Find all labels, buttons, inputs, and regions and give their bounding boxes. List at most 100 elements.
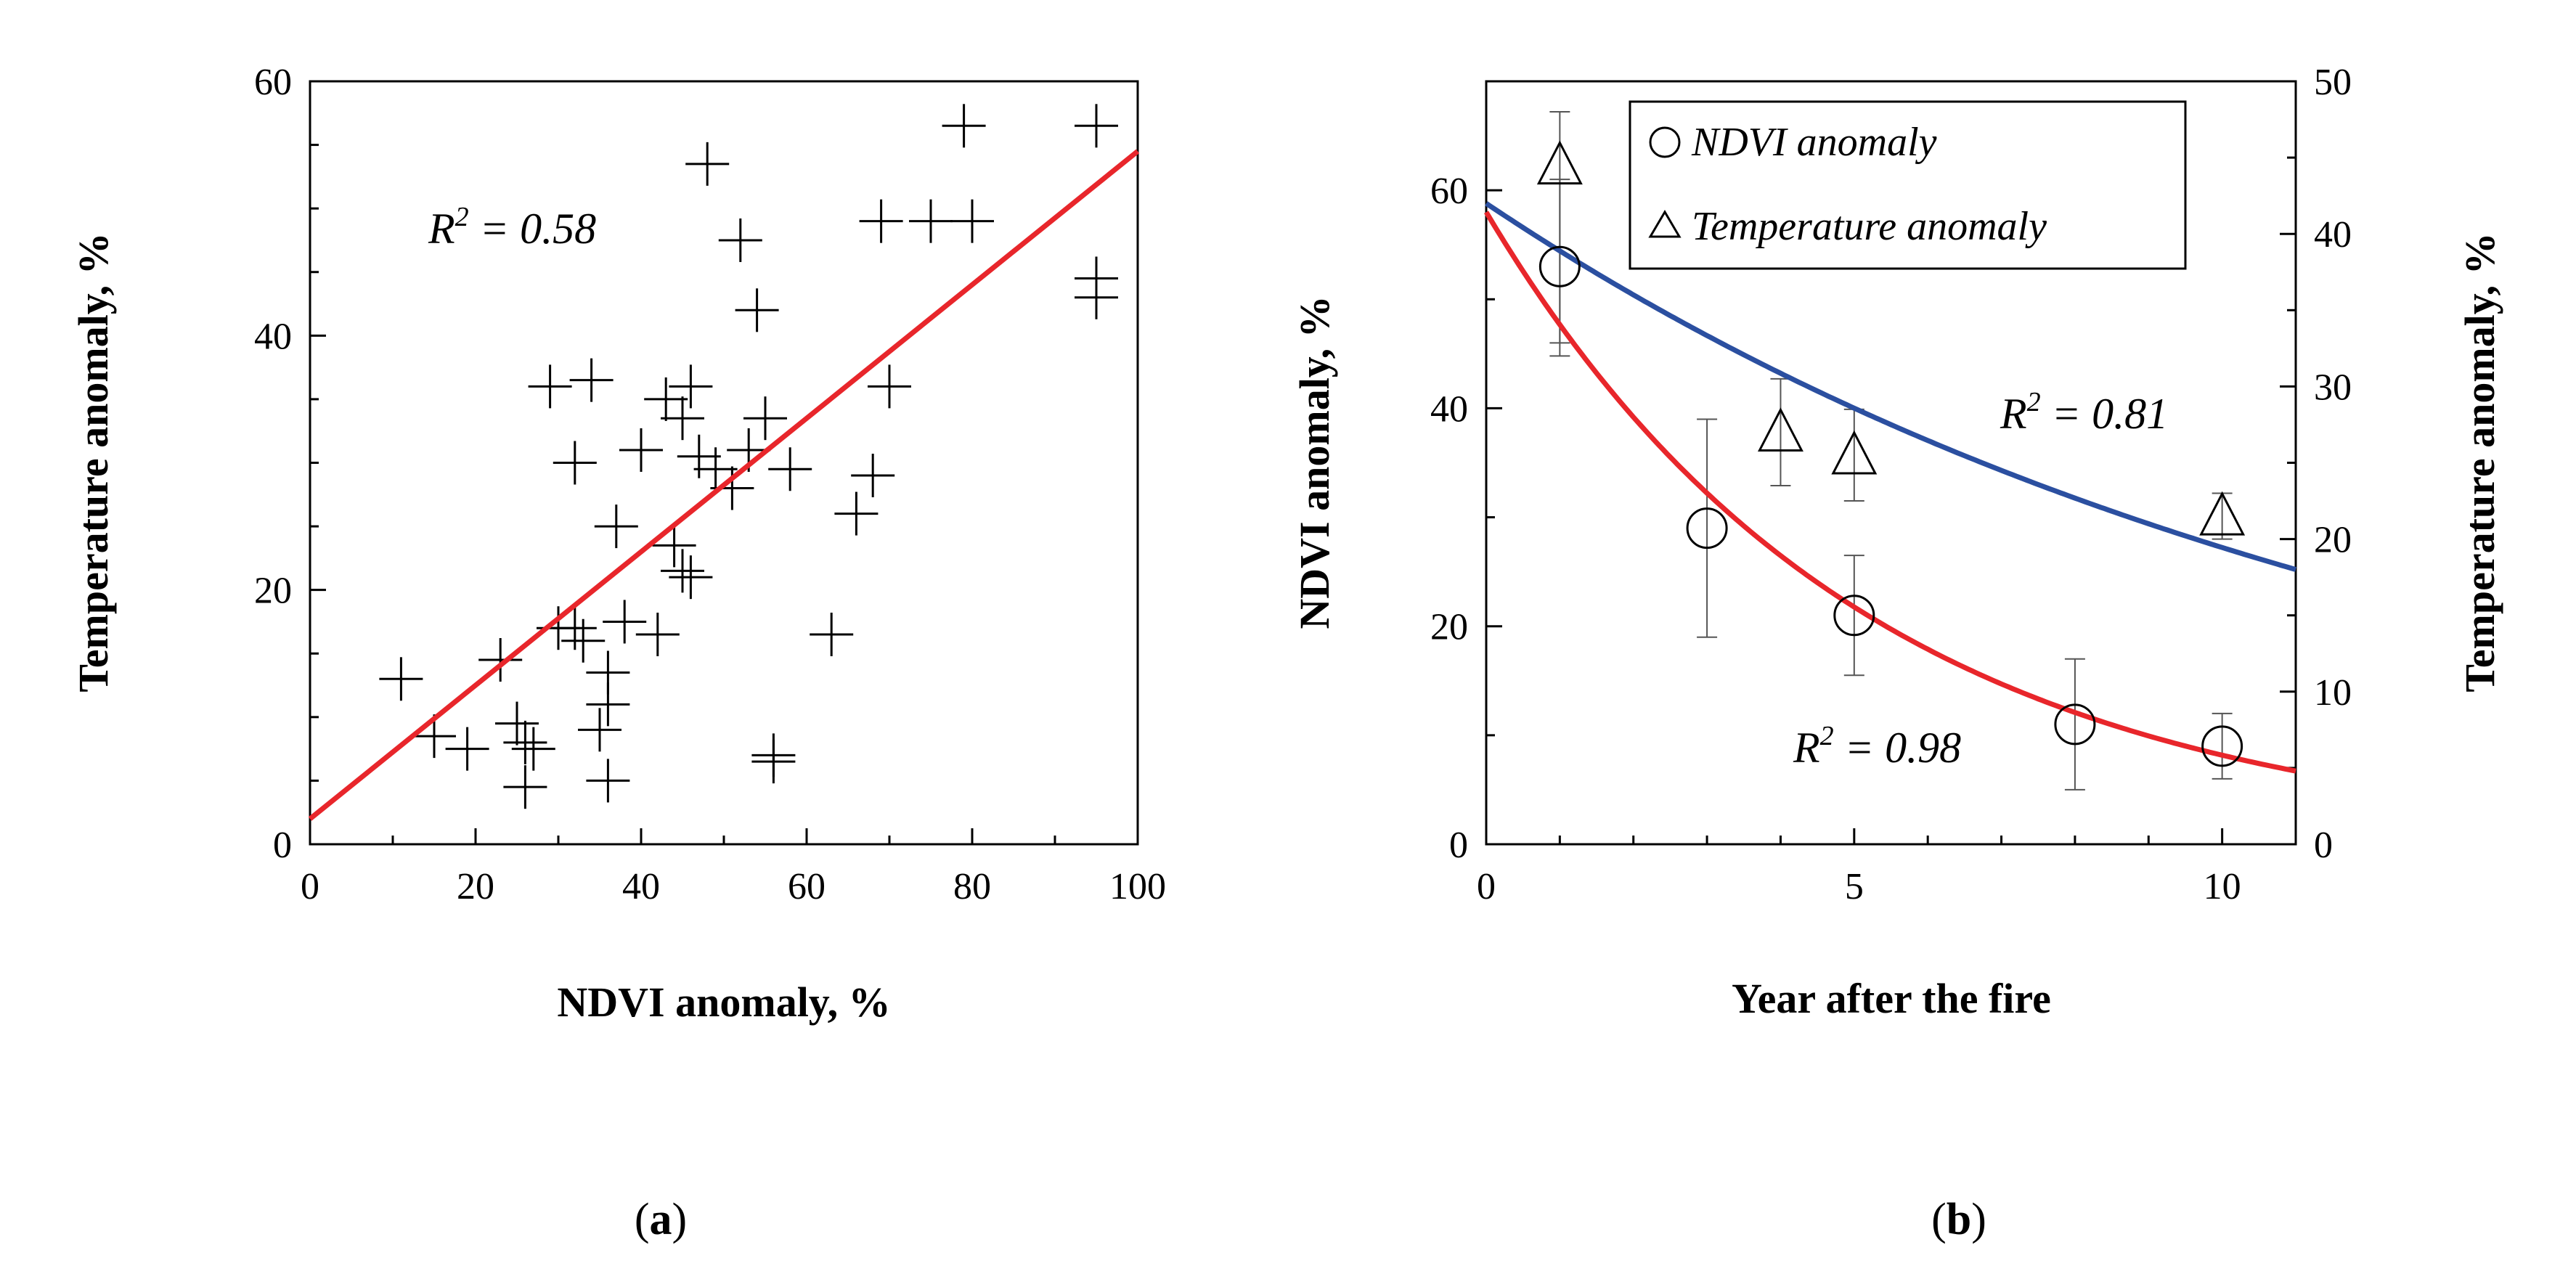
scatter-point	[661, 549, 704, 593]
y-tick-label-left-b: 0	[1449, 825, 1468, 866]
legend-triangle-marker	[1648, 210, 1682, 238]
x-tick-label-b: 5	[1845, 866, 1864, 907]
ndvi-point	[1538, 245, 1581, 287]
error-bar	[1843, 408, 1864, 502]
scatter-point	[735, 288, 779, 332]
panel-a: 0 20 40 60 0 20 40 60 80 100 R2 = 0.58 NDVI anoma…	[70, 62, 1166, 1244]
y-tick-label-right-b: 0	[2314, 825, 2333, 866]
scatter-point	[594, 505, 638, 549]
scatter-point	[511, 727, 555, 771]
y-tick-label-right-b: 30	[2314, 367, 2352, 408]
scatter-point	[586, 682, 630, 727]
x-tick-label-a: 20	[457, 866, 494, 907]
x-axis-label-b: Year after the fire	[1732, 975, 2051, 1022]
scatter-point	[669, 364, 713, 409]
y-tick-label-a: 60	[254, 62, 292, 103]
legend: NDVI anomaly Temperature anomaly	[1629, 100, 2187, 270]
scatter-point	[644, 377, 688, 421]
y-tick-label-right-b: 50	[2314, 62, 2352, 103]
scatter-point	[718, 218, 762, 262]
y-axis-label-left-b: NDVI anomaly, %	[1291, 295, 1338, 629]
scatter-point	[553, 441, 597, 485]
error-bar	[1549, 111, 1570, 357]
r2-label-temperature-fit: R2 = 0.81	[2000, 387, 2168, 438]
scatter-point	[528, 364, 572, 409]
y-axis-label-right-b: Temperature anomaly, %	[2456, 232, 2503, 692]
scatter-point	[768, 447, 812, 491]
scatter-point	[685, 142, 730, 186]
y-tick-label-left-b: 60	[1430, 171, 1468, 212]
y-tick-label-left-b: 20	[1430, 607, 1468, 648]
scatter-point	[1075, 275, 1118, 319]
scatter-point	[553, 606, 597, 650]
scatter-point	[503, 720, 547, 764]
error-bar	[2212, 492, 2233, 540]
scatter-point	[578, 708, 621, 752]
y-tick-label-a: 40	[254, 316, 292, 357]
x-tick-label-b: 0	[1477, 866, 1496, 907]
error-bar	[1843, 555, 1864, 677]
ndvi-point	[2201, 725, 2243, 767]
scatter-point	[669, 555, 713, 600]
error-bar	[1697, 418, 1718, 638]
scatter-point	[478, 638, 523, 682]
scatter-point	[561, 618, 606, 663]
scatter-point	[909, 199, 953, 243]
scatter-point	[1075, 104, 1118, 148]
scatter-point	[810, 612, 854, 656]
scatter-point	[677, 434, 721, 478]
ndvi-point	[1833, 595, 1875, 637]
y-tick-label-right-b: 10	[2314, 672, 2352, 714]
scatter-point	[693, 447, 738, 491]
scatter-point	[751, 740, 796, 784]
ndvi-fit-curve	[1483, 211, 2296, 774]
y-tick-label-a: 0	[273, 825, 292, 866]
y-axis-label-a: Temperature anomaly, %	[70, 232, 117, 692]
scatter-point	[379, 657, 423, 701]
x-tick-label-a: 40	[622, 866, 660, 907]
y-tick-label-left-b: 40	[1430, 388, 1468, 430]
legend-circle-marker	[1649, 126, 1681, 158]
scatter-point	[950, 199, 994, 243]
temperature-point	[1536, 140, 1583, 185]
y-tick-label-a: 20	[254, 571, 292, 612]
legend-box	[1629, 100, 2187, 270]
x-tick-label-a: 100	[1109, 866, 1166, 907]
panel-label-a: (a)	[635, 1195, 687, 1244]
scatter-point	[834, 491, 879, 536]
error-bar	[2212, 712, 2233, 780]
x-tick-label-a: 0	[301, 866, 319, 907]
scatter-point	[569, 358, 614, 402]
ndvi-point	[1686, 507, 1728, 550]
legend-ndvi-label: NDVI anomaly	[1691, 120, 1937, 165]
scatter-point	[868, 364, 911, 409]
x-tick-label-b: 10	[2204, 866, 2241, 907]
scatter-point	[743, 396, 787, 441]
panel-b: 0 20 40 60 0 10 20 30 40 50 0 5 10 NDVI anomaly Temp…	[1291, 62, 2503, 1244]
scatter-point	[619, 428, 663, 472]
x-tick-label-a: 60	[788, 866, 826, 907]
linear-fit-line	[308, 149, 1140, 821]
scatter-point	[586, 759, 630, 803]
error-bar	[1770, 377, 1791, 487]
r2-label-ndvi-fit: R2 = 0.98	[1793, 721, 1961, 772]
error-bar	[2064, 658, 2085, 791]
temperature-fit-curve	[1485, 201, 2296, 572]
x-tick-label-a: 80	[953, 866, 991, 907]
scatter-point	[445, 727, 489, 771]
ndvi-point	[2054, 703, 2096, 746]
scatter-point	[652, 523, 696, 568]
scatter-point	[503, 765, 547, 809]
temperature-point	[1757, 407, 1803, 452]
y-tick-label-right-b: 20	[2314, 520, 2352, 561]
scatter-point	[603, 600, 647, 644]
scatter-point	[661, 396, 704, 441]
legend-temperature-label: Temperature anomaly	[1692, 204, 2047, 249]
scatter-point	[851, 454, 895, 498]
scatter-point	[942, 104, 986, 148]
panel-label-b: (b)	[1931, 1195, 1986, 1244]
r2-label-a: R2 = 0.58	[428, 202, 596, 253]
scatter-point	[859, 199, 903, 243]
scatter-point	[635, 612, 680, 656]
